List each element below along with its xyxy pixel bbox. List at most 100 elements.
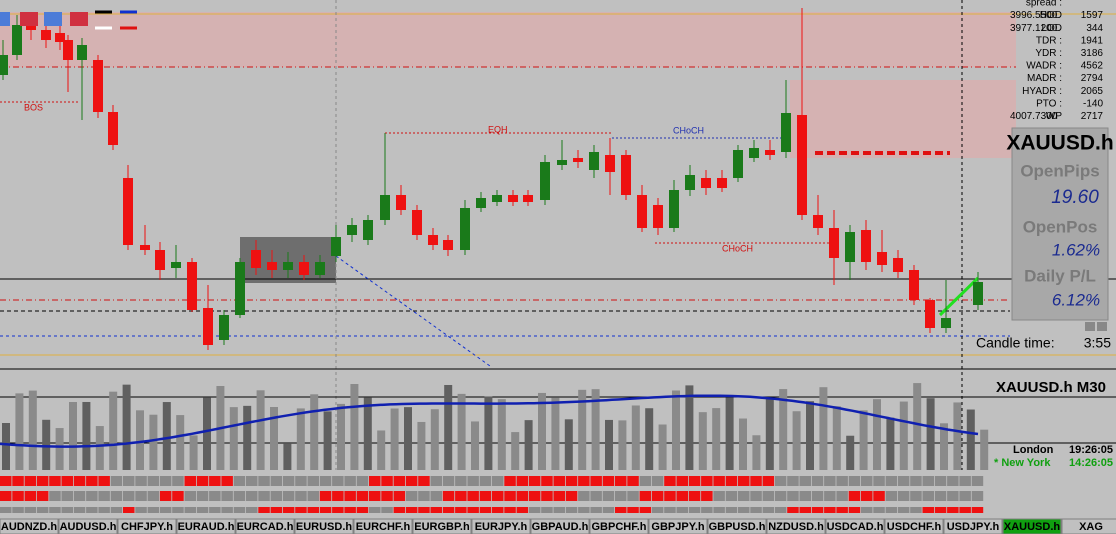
stat-label: TDR : [1036,35,1062,46]
signal-cell [246,476,258,486]
signal-cell [393,491,406,501]
stat-value: 344 [1086,23,1103,34]
signal-cell [356,491,369,501]
stat-label: WP [1046,111,1062,122]
signal-cell [221,491,233,501]
stat-value: 2065 [1081,86,1104,97]
candle-body [540,162,550,200]
signal-cell [73,507,86,513]
button[interactable] [1085,322,1095,331]
button[interactable] [1097,322,1107,331]
signal-cell [344,476,356,486]
signal-cell [73,476,86,486]
signal-cell [590,476,602,486]
signal-cell [713,491,725,501]
histogram-bar [497,399,506,470]
signal-cell [910,507,922,513]
signal-cell [184,491,196,501]
signal-cell [430,491,442,501]
histogram-bar [149,414,158,470]
signal-cell [332,476,344,486]
signal-cell [344,507,356,513]
info-panel [1011,127,1109,321]
button[interactable] [20,12,38,26]
signal-cell [98,476,110,486]
signal-cell [934,476,947,486]
tab-label: EURCHF.h [356,521,411,533]
signal-cell [897,491,910,501]
signal-cell [147,491,160,501]
button[interactable] [70,12,88,26]
tab[interactable] [471,518,531,534]
tab[interactable] [353,518,413,534]
signal-cell [61,507,73,513]
tab[interactable] [1002,518,1062,534]
histogram-bar [739,418,747,470]
signal-cell [664,476,676,486]
histogram-bar [189,435,198,470]
signal-cell [627,491,639,501]
signal-cell [393,476,406,486]
signal-cell [0,476,12,486]
signal-cell [504,491,516,501]
signal-cell [651,476,664,486]
signal-cell [344,491,356,501]
open-pips-label: OpenPips [1020,161,1099,180]
candle-body [813,215,823,228]
tab[interactable] [766,518,826,534]
signal-cell [897,507,910,513]
signal-cell [861,491,873,501]
candle-body [412,210,422,235]
tab[interactable] [58,518,118,534]
candle-body [669,190,679,228]
signal-cell [688,491,701,501]
tab-label: EURGBP.h [414,521,470,533]
signal-cell [738,507,750,513]
signal-cell [319,476,332,486]
tab[interactable] [943,518,1003,534]
candle-body [251,250,261,268]
bos-label: BOS [24,102,43,112]
histogram-bar [337,403,345,470]
histogram-bar [564,419,573,470]
tab[interactable] [707,518,767,534]
tab[interactable] [648,518,708,534]
clock-city: London [1013,444,1054,456]
signal-cell [897,476,910,486]
tab[interactable] [0,518,59,534]
tab[interactable] [825,518,885,534]
symbol-tabs: AUDNZD.h AUDUSD.h CHFJPY.h EURAUD.h EURCAD.h… [0,518,1116,534]
tab[interactable] [176,518,236,534]
signal-cell [615,507,627,513]
signal-cell [762,491,775,501]
histogram-bar [752,435,761,470]
signal-cell [688,507,701,513]
tab[interactable] [1061,518,1116,534]
tab[interactable] [530,518,590,534]
tab[interactable] [589,518,649,534]
histogram-bar [618,420,627,470]
signal-cell [86,476,98,486]
button[interactable] [44,12,62,26]
candle-body [363,220,373,240]
signal-cell [528,491,541,501]
tab[interactable] [412,518,472,534]
signal-cell [799,491,811,501]
histogram-bar [953,402,962,470]
tab[interactable] [117,518,177,534]
candle-body [589,152,599,170]
histogram-bar [283,443,292,470]
signal-cell [135,476,147,486]
candle-body [492,195,502,202]
candle-body [267,262,277,270]
tab[interactable] [294,518,354,534]
signal-cell [246,491,258,501]
button[interactable] [0,12,10,26]
tab[interactable] [884,518,944,534]
histogram-bar [605,419,613,470]
tab[interactable] [235,518,295,534]
histogram-bar [591,389,600,470]
histogram-bar [82,401,91,470]
candle-body [845,232,855,262]
